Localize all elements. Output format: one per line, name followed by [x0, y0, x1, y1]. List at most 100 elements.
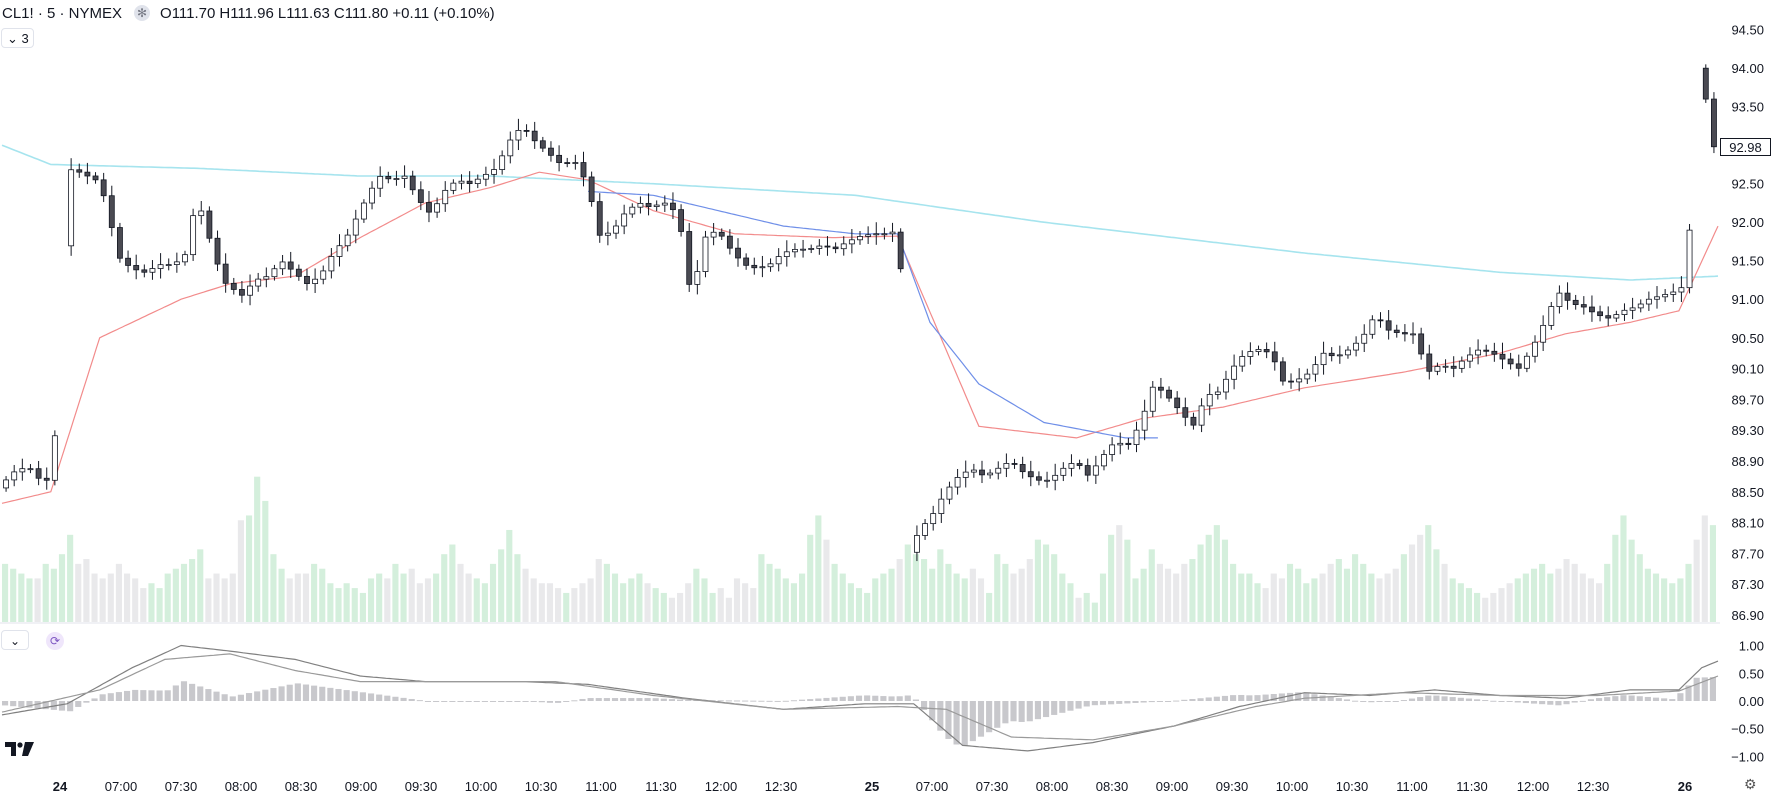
candle-body: [1597, 311, 1603, 317]
macd-histogram-bar: [912, 699, 919, 701]
macd-pane: [1, 644, 1719, 752]
macd-histogram-bar: [1596, 698, 1603, 701]
macd-collapse-button[interactable]: ⌄: [1, 630, 29, 650]
candle-body: [588, 176, 595, 203]
volume-bar: [180, 563, 188, 622]
macd-histogram-bar: [750, 700, 757, 702]
volume-bar: [603, 563, 610, 622]
volume-bar: [156, 588, 163, 622]
candle-body: [1320, 352, 1327, 366]
macd-histogram-bar: [481, 701, 488, 702]
candle-body: [35, 468, 42, 479]
macd-histogram-bar: [441, 701, 448, 702]
macd-histogram-bar: [831, 697, 838, 701]
candle-body: [1629, 307, 1636, 311]
candle-body: [1247, 351, 1254, 357]
candle-body: [1483, 349, 1490, 352]
volume-bar: [1002, 563, 1009, 622]
price-tick-label: 87.70: [1731, 546, 1764, 561]
volume-bar: [1352, 554, 1359, 622]
symbol-title[interactable]: CL1! · 5 · NYMEX: [2, 4, 123, 22]
volume-bar: [1400, 554, 1407, 622]
macd-histogram-bar: [311, 685, 318, 701]
volume-bar: [929, 568, 936, 622]
candle-body: [922, 523, 928, 536]
macd-histogram-bar: [1173, 700, 1180, 702]
refresh-icon[interactable]: ⟳: [46, 632, 64, 650]
macd-histogram-bar: [1246, 695, 1253, 701]
macd-tick-label: −1.00: [1731, 749, 1764, 764]
volume-bar: [1181, 563, 1188, 622]
price-tick-label: 91.00: [1731, 292, 1764, 307]
volume-bar: [140, 588, 147, 622]
candle-body: [19, 468, 26, 473]
macd-histogram-bar: [790, 700, 798, 702]
candle-body: [596, 201, 603, 236]
volume-bar: [319, 568, 326, 622]
candle-body: [808, 248, 815, 250]
volume-bar: [1449, 578, 1456, 622]
candle-body: [499, 155, 506, 170]
volume-bar: [254, 476, 261, 622]
candle-body: [149, 268, 156, 273]
macd-histogram-bar: [668, 699, 676, 701]
volume-bar: [1457, 583, 1464, 622]
candle-body: [417, 189, 424, 203]
candle-body: [377, 176, 384, 189]
candle-body: [1605, 315, 1612, 319]
macd-histogram-bar: [1116, 701, 1123, 704]
macd-histogram-bar: [799, 699, 806, 701]
candle-body: [775, 256, 782, 265]
macd-histogram-bar: [880, 696, 887, 701]
macd-histogram-bar: [1685, 685, 1692, 701]
macd-histogram-bar: [725, 700, 732, 702]
volume-bar: [1433, 549, 1440, 622]
candle-body: [173, 261, 180, 265]
volume-bar: [1278, 578, 1285, 622]
volume-bar: [986, 592, 993, 622]
volume-bar: [1555, 568, 1562, 622]
volume-bar: [465, 573, 472, 622]
candle-body: [661, 202, 668, 206]
macd-histogram-bar: [319, 686, 326, 701]
volume-bar: [1270, 573, 1277, 622]
volume-bar: [1506, 583, 1513, 622]
candle-body: [572, 162, 579, 164]
candle-body: [458, 180, 465, 184]
macd-histogram-bar: [1579, 700, 1586, 702]
volume-bar: [514, 554, 521, 622]
candle-body: [222, 263, 229, 284]
volume-bar: [652, 588, 659, 622]
candle-body: [27, 468, 34, 471]
settings-gear-icon[interactable]: ⚙: [1744, 776, 1757, 792]
volume-bar: [912, 554, 919, 622]
volume-bar: [1693, 539, 1700, 622]
candle-body: [304, 275, 310, 284]
candle-body: [3, 479, 9, 489]
tradingview-logo-icon[interactable]: [4, 740, 36, 760]
volume-bar: [693, 568, 700, 622]
volume-bar: [1596, 583, 1603, 622]
volume-bar: [1254, 583, 1261, 622]
candle-body: [238, 289, 245, 296]
macd-histogram-bar: [1376, 701, 1383, 702]
price-tick-label: 94.50: [1731, 23, 1764, 38]
volume-bar: [1148, 549, 1155, 622]
macd-line: [1, 644, 1719, 752]
candle-body: [43, 477, 50, 481]
macd-histogram-bar: [888, 696, 895, 701]
macd-histogram-bar: [197, 686, 204, 701]
candle-body: [206, 210, 213, 239]
candles: [3, 64, 1717, 562]
macd-histogram-bar: [1124, 701, 1131, 704]
candle-body: [1369, 319, 1376, 335]
indicators-toggle-button[interactable]: ⌄ 3: [1, 28, 34, 48]
volume-bar: [717, 588, 724, 622]
volume-bar: [1571, 563, 1578, 622]
macd-axis: 1.00 0.50 0.00 −0.50 −1.00: [1731, 639, 1764, 765]
volume-bar: [1197, 544, 1204, 622]
candle-body: [100, 179, 107, 197]
volume-bar: [790, 583, 798, 622]
candle-body: [1426, 353, 1433, 372]
